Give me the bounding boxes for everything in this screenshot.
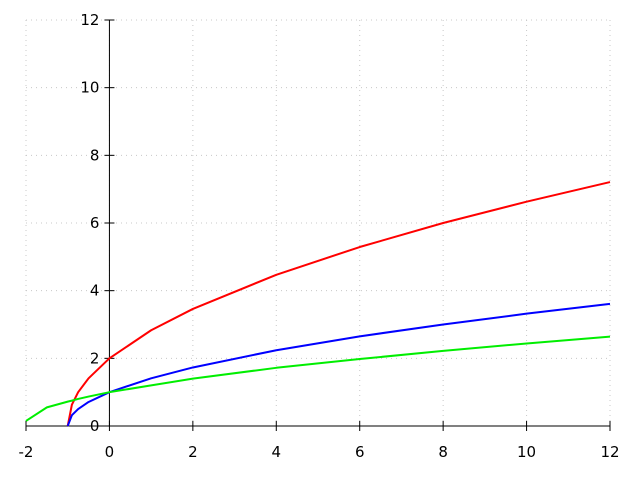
x-tick-label: 8 [438, 443, 448, 461]
x-tick-label: 2 [188, 443, 198, 461]
y-tick-label: 4 [90, 282, 100, 300]
series-line [25, 335, 611, 422]
x-tick-label: 4 [272, 443, 282, 461]
x-tick-label: -2 [19, 443, 34, 461]
x-tick-label: 6 [355, 443, 365, 461]
y-tick-label: 2 [90, 349, 100, 367]
x-tick-label: 12 [600, 443, 619, 461]
series-line [66, 302, 611, 427]
y-tick-label: 10 [80, 79, 99, 97]
x-tick-label: 0 [105, 443, 115, 461]
y-tick-label: 12 [80, 11, 99, 29]
y-tick-label: 6 [90, 214, 100, 232]
series-line [66, 181, 611, 427]
x-tick-label: 10 [517, 443, 536, 461]
y-tick-label: 8 [90, 146, 100, 164]
